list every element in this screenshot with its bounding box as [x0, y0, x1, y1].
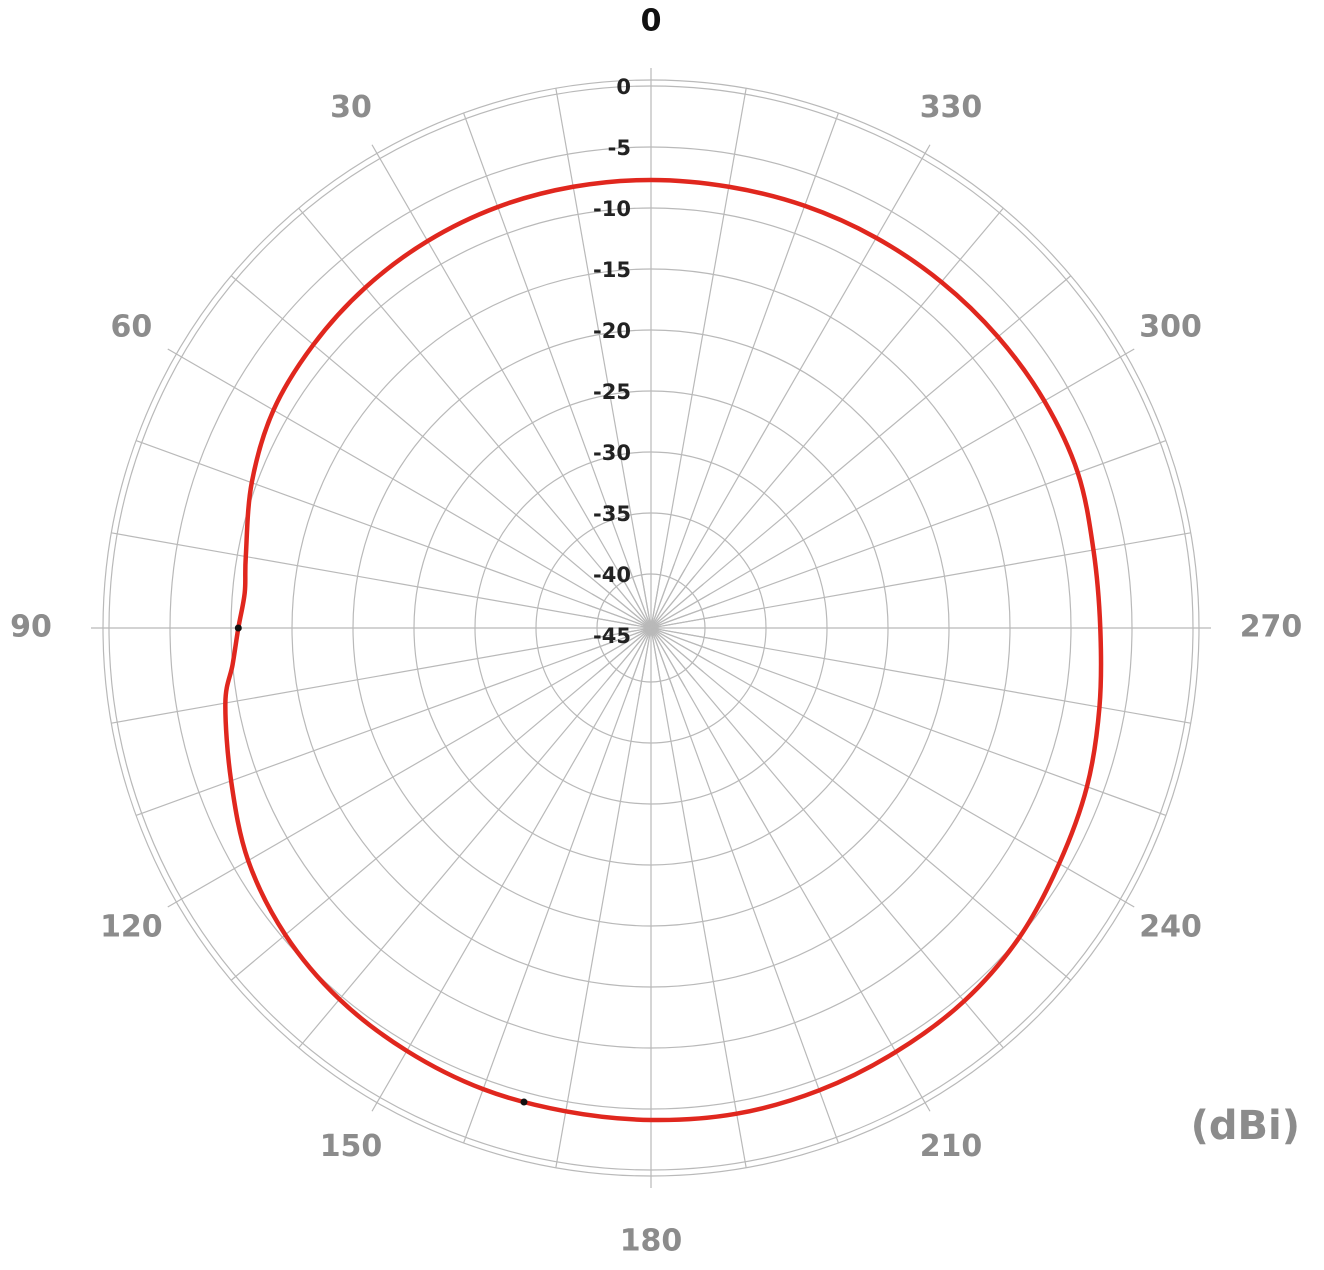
grid-spoke	[638, 88, 747, 696]
radial-tick-label: -40	[593, 563, 631, 587]
angular-tick-label-210: 210	[920, 1129, 983, 1164]
grid-spoke-extension	[924, 1102, 931, 1112]
angular-tick-label-240: 240	[1139, 910, 1202, 945]
grid-spoke	[583, 615, 1191, 724]
grid-spoke	[638, 560, 747, 1168]
angular-tick-label-30: 30	[330, 90, 372, 125]
grid-spoke-extension	[1125, 348, 1135, 355]
radial-tick-label: 0	[616, 75, 631, 99]
grid-spoke	[627, 563, 839, 1144]
angular-tick-label-120: 120	[100, 910, 163, 945]
grid-spoke-extension	[371, 144, 378, 154]
grid-spoke-extension	[924, 144, 931, 154]
grid-spoke	[583, 532, 1191, 641]
angular-tick-label-90: 90	[10, 610, 52, 645]
angular-tick-label-330: 330	[920, 90, 983, 125]
grid-spoke-extension	[1125, 901, 1135, 908]
radial-tick-label: -20	[593, 319, 631, 343]
radial-tick-label: -35	[593, 502, 631, 526]
angular-tick-label-60: 60	[111, 310, 153, 345]
unit-label: (dBi)	[1191, 1103, 1300, 1149]
grid-spoke	[606, 575, 1004, 1049]
grid-spoke-extension	[371, 1102, 378, 1112]
grid-spoke	[586, 440, 1167, 652]
pattern-series-line	[223, 177, 1104, 1123]
radial-tick-label: -25	[593, 380, 631, 404]
radial-tick-label: -45	[593, 624, 631, 648]
grid-spoke	[616, 153, 926, 688]
radial-tick-label: -30	[593, 441, 631, 465]
angular-tick-label-300: 300	[1139, 310, 1202, 345]
radial-tick-label: -5	[608, 136, 631, 160]
grid-spoke	[616, 568, 926, 1103]
grid-spoke-extension	[167, 348, 177, 355]
pattern-marker-point	[520, 1098, 528, 1106]
angular-tick-label-180: 180	[620, 1224, 683, 1259]
grid-spoke	[598, 275, 1072, 673]
angular-tick-label-150: 150	[320, 1129, 383, 1164]
grid-spoke	[606, 207, 1004, 681]
angular-tick-label-0: 0	[641, 4, 662, 39]
grid-spoke	[598, 583, 1072, 981]
grid-spoke	[591, 353, 1126, 663]
grid-spoke-extension	[167, 901, 177, 908]
grid-spoke	[586, 604, 1167, 816]
grid-spoke	[591, 593, 1126, 903]
grid-spoke	[627, 112, 839, 693]
angular-tick-label-270: 270	[1240, 610, 1303, 645]
radial-tick-label: -15	[593, 258, 631, 282]
radial-tick-label: -10	[593, 197, 631, 221]
pattern-marker-point	[234, 624, 242, 632]
